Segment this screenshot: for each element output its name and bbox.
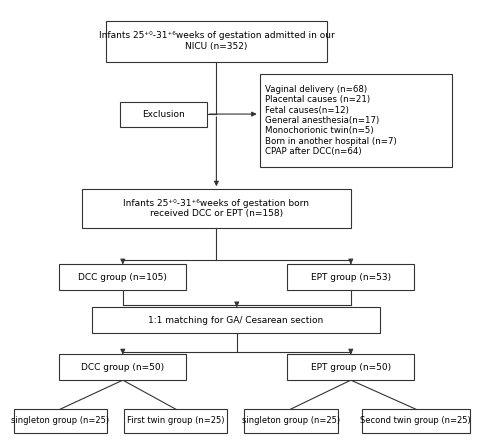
Text: EPT group (n=53): EPT group (n=53): [310, 273, 391, 282]
Text: Second twin group (n=25): Second twin group (n=25): [360, 417, 471, 426]
FancyBboxPatch shape: [244, 409, 338, 433]
Text: singleton group (n=25): singleton group (n=25): [12, 417, 110, 426]
FancyBboxPatch shape: [287, 354, 414, 380]
Text: DCC group (n=50): DCC group (n=50): [81, 363, 164, 372]
Text: Exclusion: Exclusion: [142, 110, 185, 118]
Text: EPT group (n=50): EPT group (n=50): [310, 363, 391, 372]
FancyBboxPatch shape: [120, 101, 207, 127]
Text: singleton group (n=25): singleton group (n=25): [242, 417, 340, 426]
Text: Infants 25⁺⁰-31⁺⁶weeks of gestation born
received DCC or EPT (n=158): Infants 25⁺⁰-31⁺⁶weeks of gestation born…: [124, 199, 310, 218]
FancyBboxPatch shape: [362, 409, 470, 433]
FancyBboxPatch shape: [59, 354, 186, 380]
Text: 1:1 matching for GA/ Cesarean section: 1:1 matching for GA/ Cesarean section: [148, 316, 323, 325]
Text: First twin group (n=25): First twin group (n=25): [127, 417, 224, 426]
FancyBboxPatch shape: [106, 21, 327, 62]
FancyBboxPatch shape: [287, 264, 414, 290]
Text: DCC group (n=105): DCC group (n=105): [78, 273, 167, 282]
FancyBboxPatch shape: [82, 189, 351, 228]
FancyBboxPatch shape: [59, 264, 186, 290]
FancyBboxPatch shape: [92, 307, 380, 333]
FancyBboxPatch shape: [124, 409, 227, 433]
FancyBboxPatch shape: [14, 409, 107, 433]
FancyBboxPatch shape: [260, 74, 452, 167]
Text: Infants 25⁺⁰-31⁺⁶weeks of gestation admitted in our
NICU (n=352): Infants 25⁺⁰-31⁺⁶weeks of gestation admi…: [98, 31, 334, 51]
Text: Vaginal delivery (n=68)
Placental causes (n=21)
Fetal causes(n=12)
General anest: Vaginal delivery (n=68) Placental causes…: [266, 85, 397, 156]
